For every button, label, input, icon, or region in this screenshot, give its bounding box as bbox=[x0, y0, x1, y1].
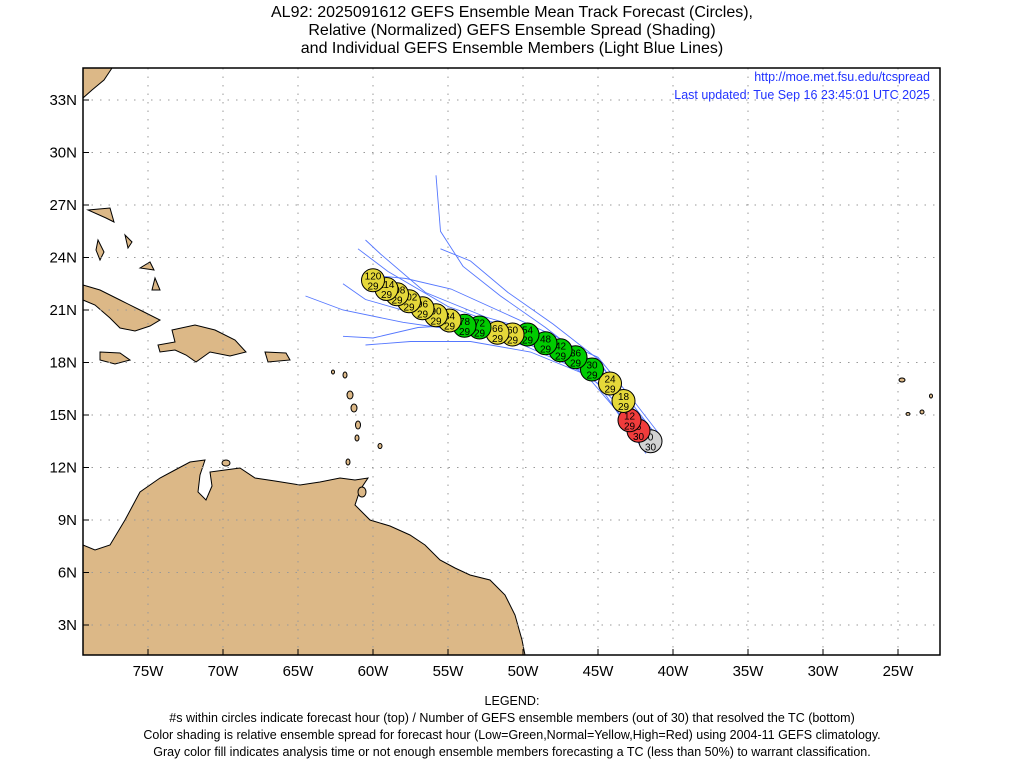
lat-tick-label: 27N bbox=[49, 197, 77, 214]
lon-tick-label: 45W bbox=[583, 663, 615, 680]
ensemble-member-tracks bbox=[305, 175, 662, 454]
legend-line-1: #s within circles indicate forecast hour… bbox=[169, 711, 855, 725]
member-count-label: 29 bbox=[492, 334, 504, 345]
member-count-label: 29 bbox=[381, 290, 393, 301]
member-count-label: 29 bbox=[618, 402, 630, 413]
track-circle bbox=[611, 389, 636, 413]
forecast-hour-label: 102 bbox=[401, 292, 418, 303]
legend-line-3: Gray color fill indicates analysis time … bbox=[153, 745, 871, 759]
member-count-label: 29 bbox=[430, 316, 442, 327]
member-count-label: 29 bbox=[586, 371, 598, 382]
last-updated: Last updated: Tue Sep 16 23:45:01 UTC 20… bbox=[674, 88, 930, 102]
member-count-label: 29 bbox=[555, 351, 567, 362]
lon-tick-label: 60W bbox=[358, 663, 390, 680]
lat-tick-label: 24N bbox=[49, 250, 77, 267]
member-count-label: 29 bbox=[570, 358, 582, 369]
member-count-label: 29 bbox=[403, 302, 415, 313]
track-circle bbox=[580, 357, 604, 382]
lon-tick-label: 70W bbox=[208, 663, 240, 680]
land-cuba bbox=[82, 284, 162, 332]
lon-tick-label: 55W bbox=[433, 663, 465, 680]
lat-lon-grid bbox=[83, 68, 940, 655]
lat-tick-label: 3N bbox=[58, 617, 77, 634]
forecast-hour-label: 66 bbox=[492, 324, 504, 335]
lon-tick-label: 30W bbox=[808, 663, 840, 680]
forecast-hour-label: 36 bbox=[570, 348, 582, 359]
member-count-label: 30 bbox=[645, 442, 657, 453]
lon-tick-label: 35W bbox=[733, 663, 765, 680]
title-line-1: AL92: 2025091612 GEFS Ensemble Mean Trac… bbox=[271, 4, 753, 21]
forecast-hour-label: 30 bbox=[586, 361, 598, 372]
forecast-hour-label: 84 bbox=[444, 312, 456, 323]
forecast-hour-label: 96 bbox=[417, 299, 429, 310]
axis-ticks: 75W 70W 65W 60W 55W 50W 45W 40W 35W 30W 25W 3N 6N 9N 1… bbox=[49, 92, 914, 680]
lon-tick-label: 40W bbox=[658, 663, 690, 680]
track-circle bbox=[361, 268, 385, 293]
member-count-label: 30 bbox=[633, 432, 645, 443]
lat-tick-label: 18N bbox=[49, 355, 77, 372]
forecast-hour-label: 72 bbox=[474, 319, 486, 330]
legend-line-2: Color shading is relative ensemble sprea… bbox=[143, 728, 881, 742]
lat-tick-label: 9N bbox=[58, 512, 77, 529]
forecast-hour-label: 42 bbox=[555, 341, 567, 352]
mean-track-circles: 0306301229182924293029362942294829542960… bbox=[361, 268, 663, 454]
member-count-label: 29 bbox=[624, 421, 636, 432]
land-florida bbox=[82, 67, 113, 100]
member-count-label: 29 bbox=[507, 336, 519, 347]
lat-tick-label: 33N bbox=[49, 92, 77, 109]
forecast-hour-label: 78 bbox=[459, 317, 471, 328]
lon-tick-label: 65W bbox=[283, 663, 315, 680]
lat-tick-label: 30N bbox=[49, 145, 77, 162]
forecast-hour-label: 54 bbox=[522, 326, 534, 337]
member-count-label: 29 bbox=[459, 327, 471, 338]
forecast-hour-label: 0 bbox=[648, 432, 654, 443]
lon-tick-label: 75W bbox=[133, 663, 165, 680]
forecast-hour-label: 24 bbox=[604, 375, 616, 386]
legend-heading: LEGEND: bbox=[484, 694, 540, 708]
member-count-label: 29 bbox=[391, 295, 403, 306]
land-hispaniola bbox=[157, 324, 247, 363]
title-line-2: Relative (Normalized) GEFS Ensemble Spre… bbox=[308, 22, 716, 39]
forecast-hour-label: 120 bbox=[365, 271, 382, 282]
member-count-label: 29 bbox=[474, 329, 486, 340]
land-puerto-rico bbox=[264, 351, 291, 363]
lat-tick-label: 15N bbox=[49, 407, 77, 424]
lon-tick-label: 50W bbox=[508, 663, 540, 680]
forecast-hour-label: 90 bbox=[430, 306, 442, 317]
title-line-3: and Individual GEFS Ensemble Members (Li… bbox=[300, 40, 724, 57]
member-count-label: 29 bbox=[604, 385, 616, 396]
member-count-label: 29 bbox=[540, 344, 552, 355]
forecast-hour-label: 60 bbox=[507, 326, 519, 337]
land-lesser-antilles bbox=[221, 369, 933, 498]
map-frame bbox=[82, 67, 941, 656]
forecast-hour-label: 12 bbox=[624, 411, 636, 422]
lon-tick-label: 25W bbox=[883, 663, 915, 680]
member-count-label: 29 bbox=[444, 322, 456, 333]
lat-tick-label: 21N bbox=[49, 302, 77, 319]
forecast-hour-label: 114 bbox=[379, 280, 395, 291]
land-bahamas bbox=[86, 207, 161, 291]
land-south-america bbox=[82, 459, 526, 656]
forecast-hour-label: 18 bbox=[618, 392, 630, 403]
member-count-label: 29 bbox=[367, 281, 379, 292]
lat-tick-label: 6N bbox=[58, 565, 77, 582]
lat-tick-label: 12N bbox=[49, 460, 77, 477]
member-count-label: 29 bbox=[522, 336, 534, 347]
land-jamaica bbox=[99, 351, 132, 365]
member-count-label: 29 bbox=[417, 309, 429, 320]
source-url: http://moe.met.fsu.edu/tcspread bbox=[754, 70, 930, 84]
track-circle bbox=[598, 371, 622, 396]
land-masses bbox=[82, 67, 933, 656]
forecast-hour-label: 48 bbox=[540, 334, 552, 345]
